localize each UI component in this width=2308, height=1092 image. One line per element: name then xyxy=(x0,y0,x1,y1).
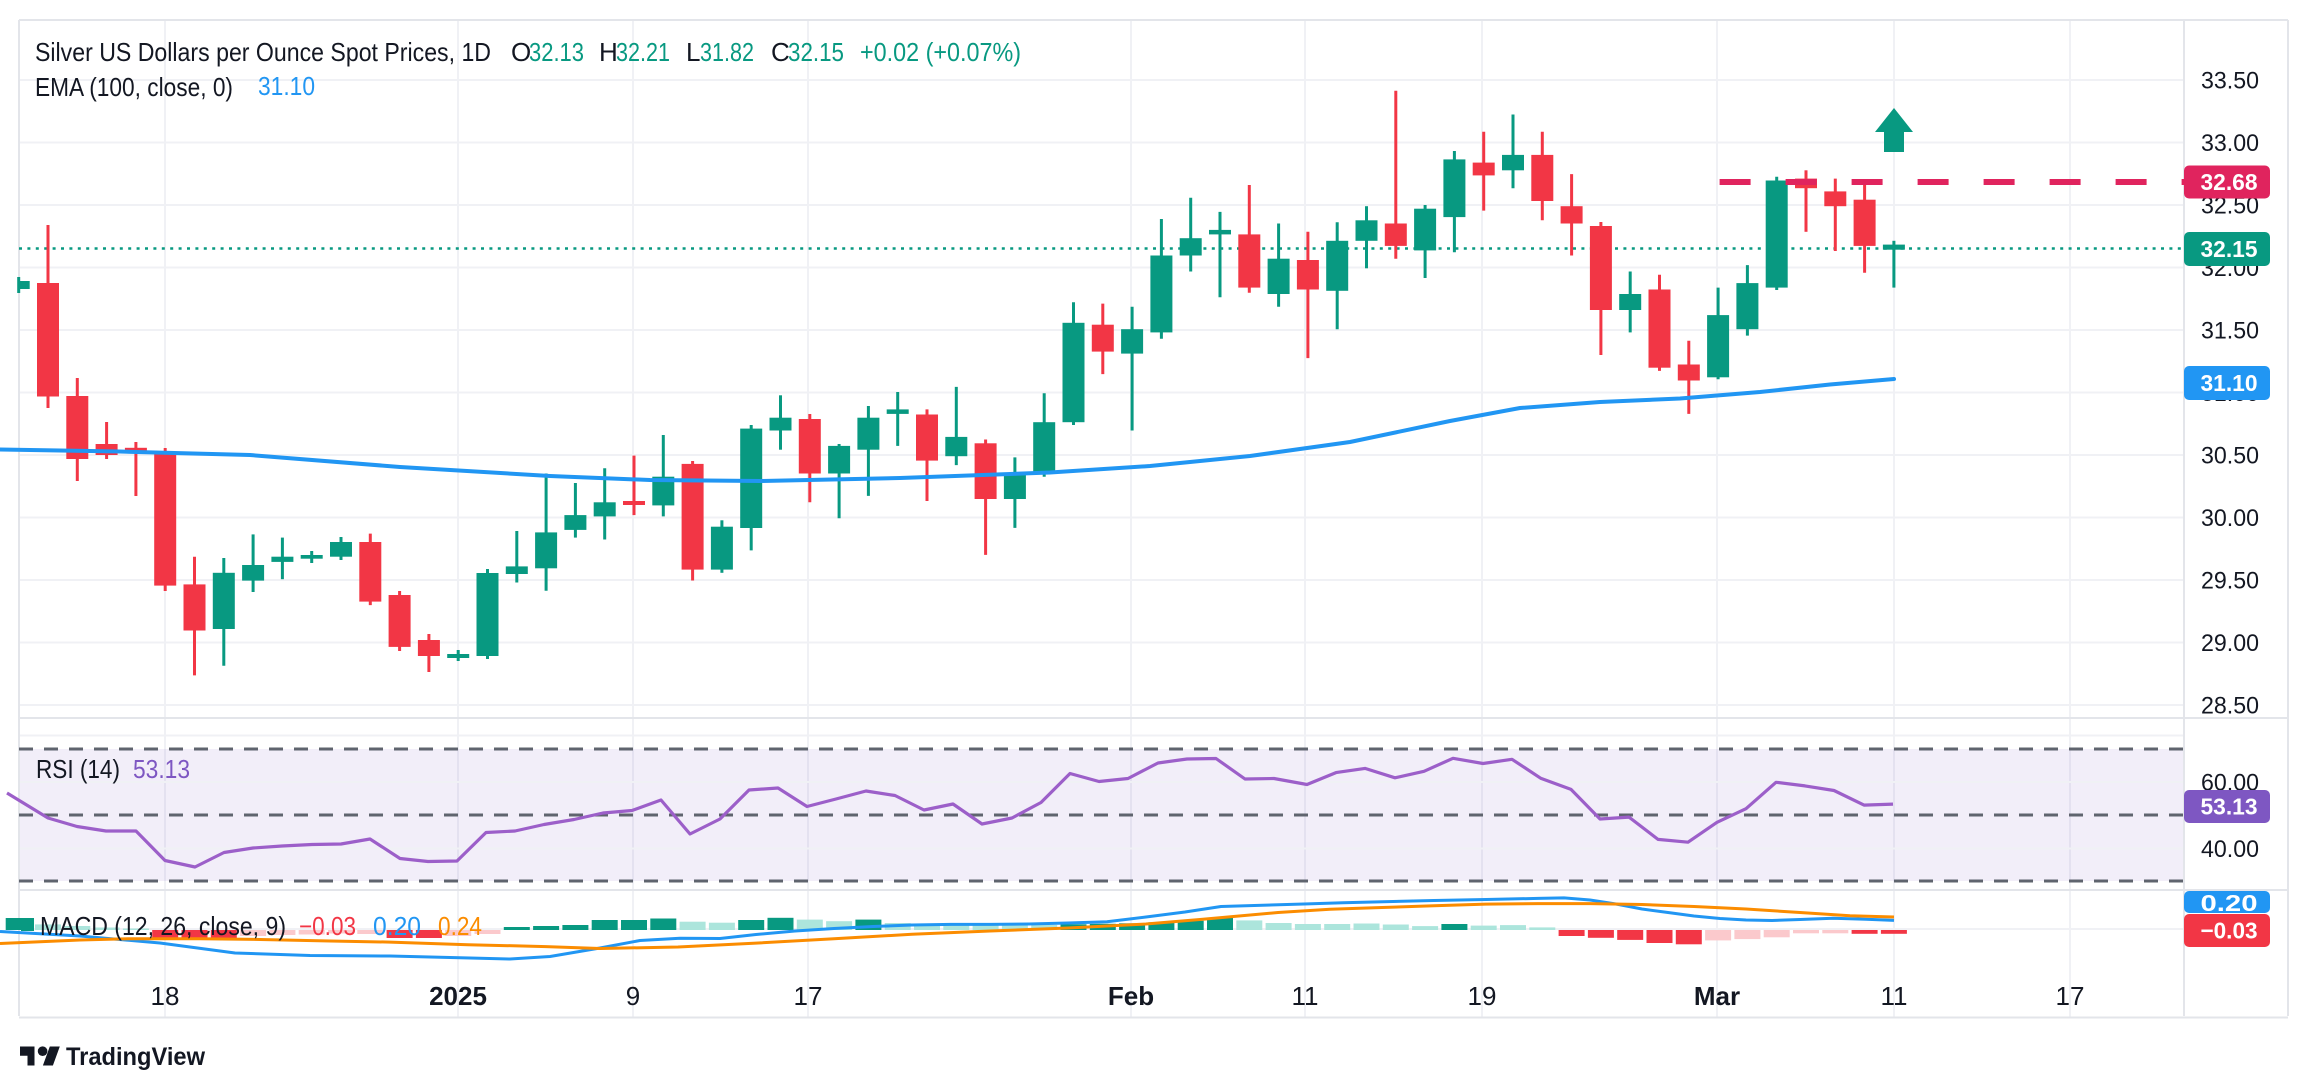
svg-text:32.15: 32.15 xyxy=(788,37,844,67)
svg-text:MACD (12, 26, close, 9): MACD (12, 26, close, 9) xyxy=(40,911,286,941)
svg-text:Mar: Mar xyxy=(1694,981,1740,1011)
svg-text:L: L xyxy=(686,37,700,67)
svg-text:EMA (100, close, 0): EMA (100, close, 0) xyxy=(35,72,233,102)
svg-text:32.13: 32.13 xyxy=(529,37,584,67)
svg-text:31.50: 31.50 xyxy=(2201,318,2259,345)
svg-text:0.20: 0.20 xyxy=(2201,890,2258,916)
svg-text:29.50: 29.50 xyxy=(2201,568,2259,595)
svg-text:29.00: 29.00 xyxy=(2201,630,2259,657)
svg-text:0.20: 0.20 xyxy=(373,911,421,941)
svg-text:−0.03: −0.03 xyxy=(299,911,356,941)
svg-text:17: 17 xyxy=(2056,981,2085,1011)
svg-text:31.10: 31.10 xyxy=(2201,370,2258,396)
svg-text:RSI (14): RSI (14) xyxy=(36,754,120,784)
svg-text:18: 18 xyxy=(151,981,180,1011)
svg-text:0.24: 0.24 xyxy=(438,911,482,941)
svg-text:33.00: 33.00 xyxy=(2201,130,2259,157)
svg-text:40.00: 40.00 xyxy=(2201,836,2259,863)
svg-text:31.10: 31.10 xyxy=(258,71,315,101)
svg-text:2025: 2025 xyxy=(429,981,487,1011)
svg-text:C: C xyxy=(771,37,790,67)
svg-text:53.13: 53.13 xyxy=(133,754,190,784)
svg-text:H: H xyxy=(599,37,618,67)
svg-text:32.21: 32.21 xyxy=(616,37,670,67)
svg-text:Silver US Dollars per Ounce Sp: Silver US Dollars per Ounce Spot Prices,… xyxy=(35,37,491,67)
svg-text:11: 11 xyxy=(1292,981,1319,1011)
svg-text:33.50: 33.50 xyxy=(2201,68,2259,95)
svg-text:32.15: 32.15 xyxy=(2201,236,2258,262)
svg-text:30.00: 30.00 xyxy=(2201,505,2259,532)
svg-text:32.68: 32.68 xyxy=(2201,169,2258,195)
svg-text:31.82: 31.82 xyxy=(700,37,754,67)
svg-text:19: 19 xyxy=(1468,981,1497,1011)
svg-text:O: O xyxy=(511,37,531,67)
svg-text:30.50: 30.50 xyxy=(2201,443,2259,470)
svg-text:−0.03: −0.03 xyxy=(2201,918,2258,944)
svg-text:Feb: Feb xyxy=(1108,981,1154,1011)
svg-text:53.13: 53.13 xyxy=(2201,794,2258,820)
svg-text:28.50: 28.50 xyxy=(2201,693,2259,720)
svg-text:9: 9 xyxy=(626,981,640,1011)
svg-text:+0.02 (+0.07%): +0.02 (+0.07%) xyxy=(860,37,1021,67)
svg-text:TradingView: TradingView xyxy=(66,1043,206,1071)
svg-text:11: 11 xyxy=(1881,981,1908,1011)
svg-text:17: 17 xyxy=(794,981,823,1011)
